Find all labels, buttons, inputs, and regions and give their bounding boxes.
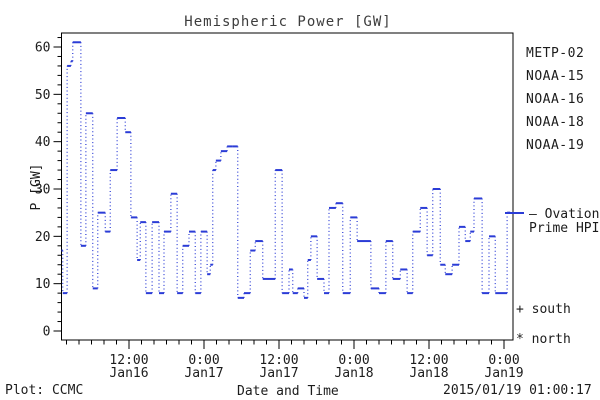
legend-item-noaa15: NOAA-15 — [526, 69, 584, 84]
y-tick-label: 60 — [35, 41, 51, 56]
ovation-label-line1: — Ovation — [529, 207, 599, 222]
legend-item-noaa19: NOAA-19 — [526, 138, 584, 153]
x-tick-time-label: 12:00 — [259, 353, 298, 368]
y-tick-label: 40 — [35, 135, 51, 150]
y-tick-label: 30 — [35, 183, 51, 198]
data-series-layer — [61, 41, 511, 299]
x-tick-date-label: Jan16 — [109, 366, 148, 381]
plot-credit: Plot: CCMC — [5, 383, 83, 398]
y-tick-label: 20 — [35, 230, 51, 245]
x-tick-date-label: Jan18 — [409, 366, 448, 381]
y-tick-label: 0 — [43, 325, 51, 340]
x-tick-time-label: 0:00 — [488, 353, 519, 368]
creation-timestamp: 2015/01/19 01:00:17 — [443, 383, 592, 398]
x-tick-time-label: 0:00 — [188, 353, 219, 368]
y-tick-label: 10 — [35, 277, 51, 292]
x-tick-date-label: Jan19 — [484, 366, 523, 381]
x-tick-date-label: Jan17 — [184, 366, 223, 381]
chart-title: Hemispheric Power [GW] — [184, 14, 391, 30]
plot-box — [61, 32, 514, 341]
legend-item-noaa18: NOAA-18 — [526, 115, 584, 130]
x-axis-ticks: 12:00Jan160:00Jan1712:00Jan170:00Jan1812… — [66, 340, 524, 381]
ovation-label-line2: Prime HPI — [529, 221, 599, 236]
x-tick-time-label: 0:00 — [338, 353, 369, 368]
y-axis-ticks: 0 10 20 30 40 50 60 — [35, 37, 62, 340]
x-axis-label: Date and Time — [237, 384, 339, 399]
y-axis-label: P [GW] — [29, 164, 44, 211]
x-tick-date-label: Jan17 — [259, 366, 298, 381]
y-tick-label: 50 — [35, 88, 51, 103]
north-marker-key: * north — [516, 332, 571, 347]
x-tick-date-label: Jan18 — [334, 366, 373, 381]
legend-item-noaa16: NOAA-16 — [526, 92, 584, 107]
x-tick-time-label: 12:00 — [409, 353, 448, 368]
legend-item-metp02: METP-02 — [526, 46, 584, 61]
x-tick-time-label: 12:00 — [109, 353, 148, 368]
south-marker-key: + south — [516, 302, 571, 317]
